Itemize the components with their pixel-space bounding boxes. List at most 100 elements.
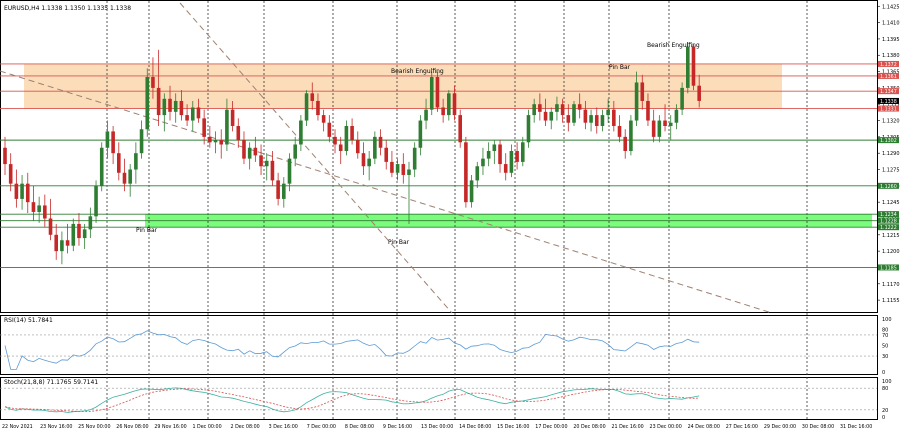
candle[interactable]	[151, 77, 155, 88]
candle[interactable]	[321, 115, 326, 123]
candle[interactable]	[378, 136, 383, 148]
candle[interactable]	[134, 153, 138, 170]
candle[interactable]	[629, 120, 633, 152]
candle[interactable]	[441, 107, 445, 116]
candle[interactable]	[680, 87, 684, 110]
candle[interactable]	[8, 164, 13, 184]
candle[interactable]	[617, 125, 622, 137]
candle[interactable]	[310, 93, 315, 101]
candle[interactable]	[668, 122, 673, 126]
candle[interactable]	[538, 104, 542, 112]
candle[interactable]	[475, 166, 480, 181]
candle[interactable]	[333, 136, 337, 145]
candle[interactable]	[486, 151, 491, 159]
candle[interactable]	[367, 158, 371, 167]
candle[interactable]	[88, 216, 93, 230]
candle[interactable]	[395, 164, 400, 173]
candle[interactable]	[299, 120, 303, 145]
candle[interactable]	[384, 147, 389, 162]
candle[interactable]	[94, 185, 98, 217]
candle[interactable]	[469, 180, 474, 203]
upper-trendline[interactable]	[179, 2, 453, 314]
candle[interactable]	[122, 172, 127, 184]
candle[interactable]	[663, 120, 667, 126]
candle[interactable]	[60, 240, 64, 252]
candle[interactable]	[111, 131, 115, 154]
candle[interactable]	[71, 223, 76, 246]
candle[interactable]	[247, 147, 252, 159]
candle[interactable]	[287, 158, 292, 184]
candle[interactable]	[401, 164, 406, 175]
candle[interactable]	[646, 100, 650, 121]
candle[interactable]	[424, 109, 428, 121]
candle[interactable]	[259, 155, 263, 167]
candle[interactable]	[503, 164, 508, 173]
candle[interactable]	[304, 93, 309, 121]
candle[interactable]	[270, 160, 275, 181]
candle[interactable]	[264, 160, 269, 167]
candle[interactable]	[543, 111, 548, 121]
candle[interactable]	[526, 115, 531, 143]
candle[interactable]	[156, 87, 161, 116]
candle[interactable]	[31, 202, 36, 212]
candle[interactable]	[498, 144, 502, 165]
candle[interactable]	[77, 223, 81, 239]
candle[interactable]	[25, 183, 30, 203]
candle[interactable]	[686, 46, 690, 88]
candle[interactable]	[651, 120, 656, 137]
candle[interactable]	[566, 115, 571, 123]
candle[interactable]	[43, 205, 47, 219]
candle[interactable]	[355, 140, 360, 154]
candle[interactable]	[236, 125, 241, 141]
candle[interactable]	[82, 229, 87, 239]
candle[interactable]	[623, 136, 628, 152]
candle[interactable]	[407, 169, 411, 175]
candle[interactable]	[435, 77, 440, 108]
candle[interactable]	[606, 109, 610, 116]
candle[interactable]	[230, 109, 235, 126]
candle[interactable]	[520, 142, 525, 162]
candle[interactable]	[572, 104, 576, 123]
candle[interactable]	[594, 115, 599, 126]
candle[interactable]	[173, 100, 178, 112]
candle[interactable]	[185, 115, 189, 121]
candle[interactable]	[327, 122, 332, 137]
candle[interactable]	[14, 183, 19, 199]
resistance-zone[interactable]	[24, 63, 782, 109]
candle[interactable]	[691, 46, 696, 86]
candle[interactable]	[447, 93, 451, 116]
candle[interactable]	[3, 147, 7, 165]
candle[interactable]	[316, 100, 320, 116]
candle[interactable]	[577, 104, 582, 110]
candle[interactable]	[555, 104, 559, 112]
candle[interactable]	[612, 109, 616, 126]
candle[interactable]	[54, 234, 59, 252]
candle[interactable]	[344, 125, 349, 152]
candle[interactable]	[583, 109, 588, 123]
candle[interactable]	[429, 77, 434, 110]
candle[interactable]	[412, 147, 417, 170]
candle[interactable]	[418, 120, 423, 148]
candle[interactable]	[219, 140, 224, 145]
candle[interactable]	[196, 107, 201, 119]
candle[interactable]	[452, 93, 457, 116]
candle[interactable]	[225, 109, 229, 145]
candle[interactable]	[105, 131, 110, 148]
candle[interactable]	[509, 151, 514, 173]
candle[interactable]	[634, 82, 639, 121]
candle[interactable]	[481, 158, 485, 167]
candle[interactable]	[276, 180, 280, 199]
candle[interactable]	[697, 85, 701, 101]
candle[interactable]	[640, 82, 645, 101]
candle[interactable]	[338, 144, 343, 152]
candle[interactable]	[560, 104, 565, 116]
candle[interactable]	[48, 218, 53, 235]
candle[interactable]	[464, 142, 468, 203]
candle[interactable]	[179, 100, 184, 116]
candle[interactable]	[350, 125, 354, 141]
candle[interactable]	[202, 118, 206, 137]
lower-trendline[interactable]	[0, 70, 773, 314]
candle[interactable]	[373, 136, 377, 159]
